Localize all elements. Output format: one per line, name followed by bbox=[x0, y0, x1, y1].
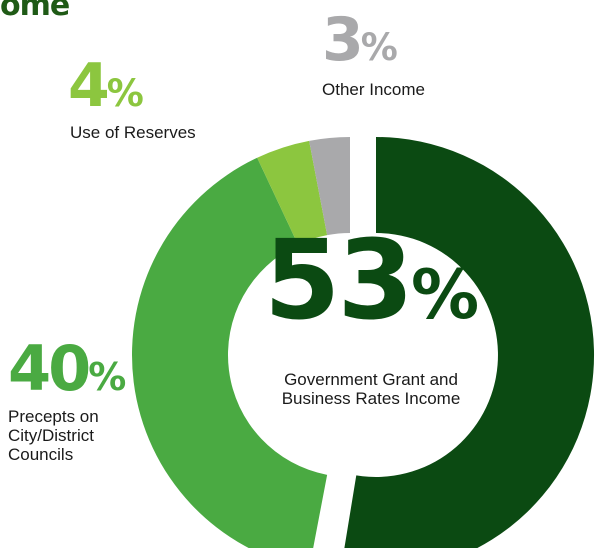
percent-number-government: 53 bbox=[264, 216, 411, 344]
percent-sign-other: % bbox=[361, 26, 397, 69]
percent-label-other: 3% bbox=[322, 5, 397, 75]
donut-slice-reserves bbox=[257, 140, 328, 245]
slice-caption-reserves: Use of Reserves bbox=[70, 123, 196, 142]
donut-slice-precepts bbox=[132, 157, 328, 548]
percent-number-reserves: 4 bbox=[68, 51, 107, 121]
percent-label-precepts: 40% bbox=[8, 332, 125, 405]
slice-caption-line: Use of Reserves bbox=[70, 123, 196, 142]
slice-caption-precepts: Precepts on City/District Councils bbox=[8, 407, 99, 464]
slice-caption-other: Other Income bbox=[322, 80, 425, 99]
slice-caption-line: Precepts on bbox=[8, 407, 99, 426]
slice-caption-line: City/District bbox=[8, 426, 94, 445]
percent-sign-government: % bbox=[411, 256, 477, 335]
percent-sign-reserves: % bbox=[107, 72, 143, 115]
donut-slice-other bbox=[309, 137, 350, 236]
donut-slice-government bbox=[344, 137, 595, 548]
percent-label-government: 53% bbox=[264, 216, 477, 344]
slice-caption-line: Other Income bbox=[322, 80, 425, 99]
slice-caption-line: Councils bbox=[8, 445, 73, 464]
percent-label-reserves: 4% bbox=[68, 51, 143, 121]
chart-heading-fragment: ome bbox=[0, 0, 70, 23]
percent-number-other: 3 bbox=[322, 5, 361, 75]
slice-caption-line: Government Grant and bbox=[284, 370, 458, 389]
percent-sign-precepts: % bbox=[88, 355, 125, 399]
percent-number-precepts: 40 bbox=[8, 332, 89, 405]
slice-caption-line: Business Rates Income bbox=[282, 389, 461, 408]
slice-caption-government: Government Grant and Business Rates Incom… bbox=[282, 370, 461, 408]
